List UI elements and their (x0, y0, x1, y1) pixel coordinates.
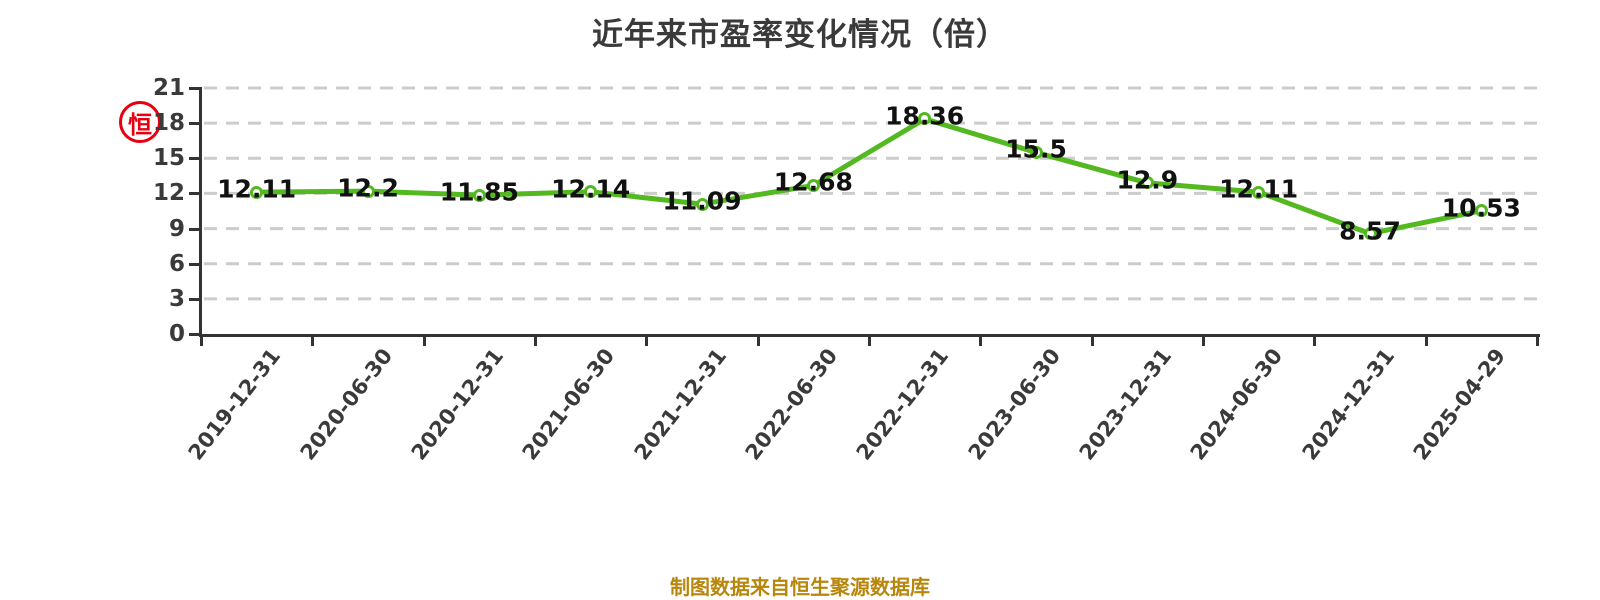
data-point-label-2022-06-30: 12.68 (773, 167, 853, 197)
x-axis-tick-7 (979, 334, 983, 346)
x-axis-tick-6 (868, 334, 871, 346)
data-point-2019-12-31[interactable] (250, 185, 264, 199)
y-axis-tick-6 (189, 262, 200, 266)
x-axis-label-2023-06-30: 2023-06-30 (963, 344, 1065, 465)
x-axis-label-2022-06-30: 2022-06-30 (740, 344, 843, 465)
data-point-2025-04-29[interactable] (1474, 204, 1488, 218)
x-axis-tick-11 (1424, 334, 1428, 346)
x-axis-tick-8 (1090, 334, 1094, 346)
data-point-label-2021-06-30: 12.14 (551, 174, 631, 204)
data-point-label-2020-06-30: 12.2 (337, 173, 399, 203)
data-point-label-2019-12-31: 12.11 (217, 174, 297, 204)
x-axis-tick-2 (422, 334, 426, 346)
y-axis-tick-0 (189, 333, 200, 336)
x-axis-tick-9 (1202, 334, 1205, 346)
x-axis-tick-4 (645, 334, 649, 346)
data-point-label-2021-12-31: 11.09 (662, 186, 742, 216)
y-axis-tick-label-18: 18 (152, 110, 185, 137)
y-axis-tick-label-6: 6 (168, 250, 185, 277)
data-point-2023-06-30[interactable] (1029, 145, 1043, 159)
data-point-label-2023-12-31: 12.9 (1116, 165, 1179, 195)
data-point-label-2020-12-31: 11.85 (439, 177, 519, 207)
y-axis-tick-label-21: 21 (152, 75, 185, 101)
x-axis-label-2020-12-31: 2020-12-31 (406, 344, 509, 465)
x-axis-tick-12 (1536, 334, 1539, 346)
data-point-2022-06-30[interactable] (806, 178, 820, 192)
data-point-label-2022-12-31: 18.36 (885, 101, 965, 131)
x-axis-label-2023-12-31: 2023-12-31 (1074, 344, 1177, 465)
x-axis-tick-1 (311, 334, 315, 346)
data-point-label-2025-04-29: 10.53 (1441, 193, 1521, 223)
x-axis-label-2022-12-31: 2022-12-31 (851, 344, 954, 465)
y-axis-tick-15 (189, 157, 200, 161)
hengsheng-seal-icon: 恒 (119, 101, 161, 143)
data-point-2021-06-30[interactable] (584, 185, 598, 199)
data-point-2020-06-30[interactable] (361, 184, 375, 198)
y-axis-tick-label-12: 12 (152, 180, 185, 207)
data-point-label-2024-12-31: 8.57 (1339, 216, 1401, 246)
x-axis-tick-3 (534, 334, 537, 346)
y-axis-tick-label-9: 9 (168, 215, 185, 242)
x-axis-label-2025-04-29: 2025-04-29 (1408, 344, 1511, 465)
y-axis-line (199, 87, 202, 337)
y-axis-tick-label-0: 0 (168, 321, 185, 347)
y-axis-tick-9 (189, 227, 200, 231)
data-point-2021-12-31[interactable] (695, 197, 709, 211)
y-axis-tick-label-3: 3 (168, 285, 185, 312)
data-point-2023-12-31[interactable] (1140, 176, 1154, 190)
y-axis-tick-12 (189, 192, 200, 196)
x-axis-label-2024-12-31: 2024-12-31 (1297, 344, 1399, 465)
y-axis-tick-label-15: 15 (152, 145, 185, 172)
x-axis-label-2020-06-30: 2020-06-30 (295, 344, 397, 465)
x-axis-label-2021-12-31: 2021-12-31 (629, 344, 731, 465)
x-axis-label-2021-06-30: 2021-06-30 (517, 344, 620, 465)
data-point-2020-12-31[interactable] (472, 188, 486, 202)
x-axis-tick-10 (1313, 334, 1317, 346)
x-axis-tick-0 (200, 334, 203, 346)
x-axis-label-2024-06-30: 2024-06-30 (1185, 344, 1288, 465)
data-source-caption: 制图数据来自恒生聚源数据库 (670, 575, 930, 599)
y-axis-tick-18 (189, 122, 200, 126)
data-point-2022-12-31[interactable] (918, 112, 932, 126)
data-point-2024-12-31[interactable] (1363, 227, 1377, 241)
data-point-label-2023-06-30: 15.5 (1005, 134, 1067, 164)
grid-and-series-layer (204, 86, 1537, 301)
x-axis-tick-5 (756, 334, 760, 346)
data-point-label-2024-06-30: 12.11 (1219, 174, 1299, 204)
plot-area: 0 3 6 9 12 15 18 21 2019-12-31 2020-06-30 2020-12-… (153, 75, 1540, 465)
watermark-glyph: 恒 (128, 110, 152, 139)
y-axis-tick-21 (189, 87, 200, 90)
pe-ratio-line-series (254, 116, 1484, 237)
chart-title: 近年来市盈率变化情况（倍） (592, 17, 1008, 53)
data-point-2024-06-30[interactable] (1252, 185, 1266, 199)
y-axis-tick-3 (189, 297, 200, 301)
x-axis-label-2019-12-31: 2019-12-31 (183, 344, 286, 465)
